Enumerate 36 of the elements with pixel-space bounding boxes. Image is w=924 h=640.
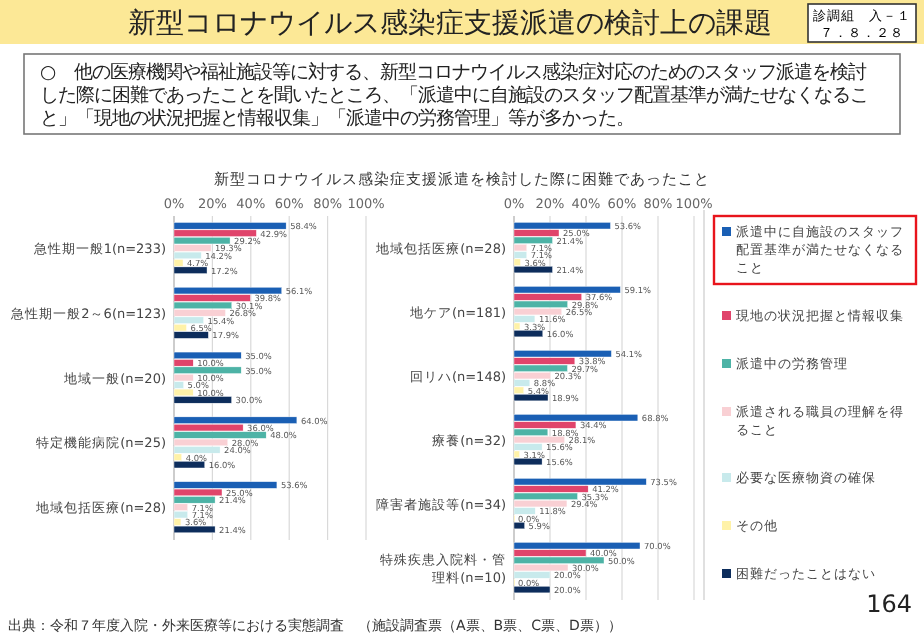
- bar: [513, 542, 641, 550]
- bar: [173, 431, 267, 439]
- bar: [173, 496, 216, 504]
- bar: [173, 461, 205, 469]
- bar: [513, 478, 647, 486]
- bar: [513, 414, 639, 422]
- bar: [173, 287, 282, 295]
- bar: [513, 330, 543, 338]
- bar: [513, 308, 562, 316]
- bar: [513, 556, 605, 564]
- bar: [513, 236, 553, 244]
- bar: [513, 436, 565, 444]
- bar: [173, 525, 216, 533]
- bar: [513, 394, 549, 402]
- bar: [513, 266, 553, 274]
- bar: [513, 364, 568, 372]
- bar: [513, 586, 551, 594]
- bar: [173, 481, 278, 489]
- bar: [173, 331, 209, 339]
- bar: [173, 222, 287, 230]
- bar: [173, 416, 298, 424]
- bar: [173, 366, 242, 374]
- bar: [513, 286, 621, 294]
- bar: [513, 222, 611, 230]
- bar: [173, 446, 221, 454]
- bar: [173, 309, 226, 317]
- bar: [513, 350, 612, 358]
- bar: [173, 351, 242, 359]
- bar: [173, 266, 208, 274]
- bar: [173, 511, 188, 519]
- bar: [513, 458, 543, 466]
- bar: [513, 251, 527, 259]
- text: ○ 他の医療機関や福祉施設等に対する、新型コロナウイルス感染症対応のためのスタッフ派遣を検討した際に困難であったことを聞いたところ、「派遣中に自施設のスタッフ配置基準が満たせなくなること」「現地の状況把握と情報収集」「派遣中の労務管理」等が多かった。: [40, 62, 868, 130]
- text: 164: [866, 590, 912, 618]
- bar: [513, 522, 525, 530]
- bar: [173, 396, 232, 404]
